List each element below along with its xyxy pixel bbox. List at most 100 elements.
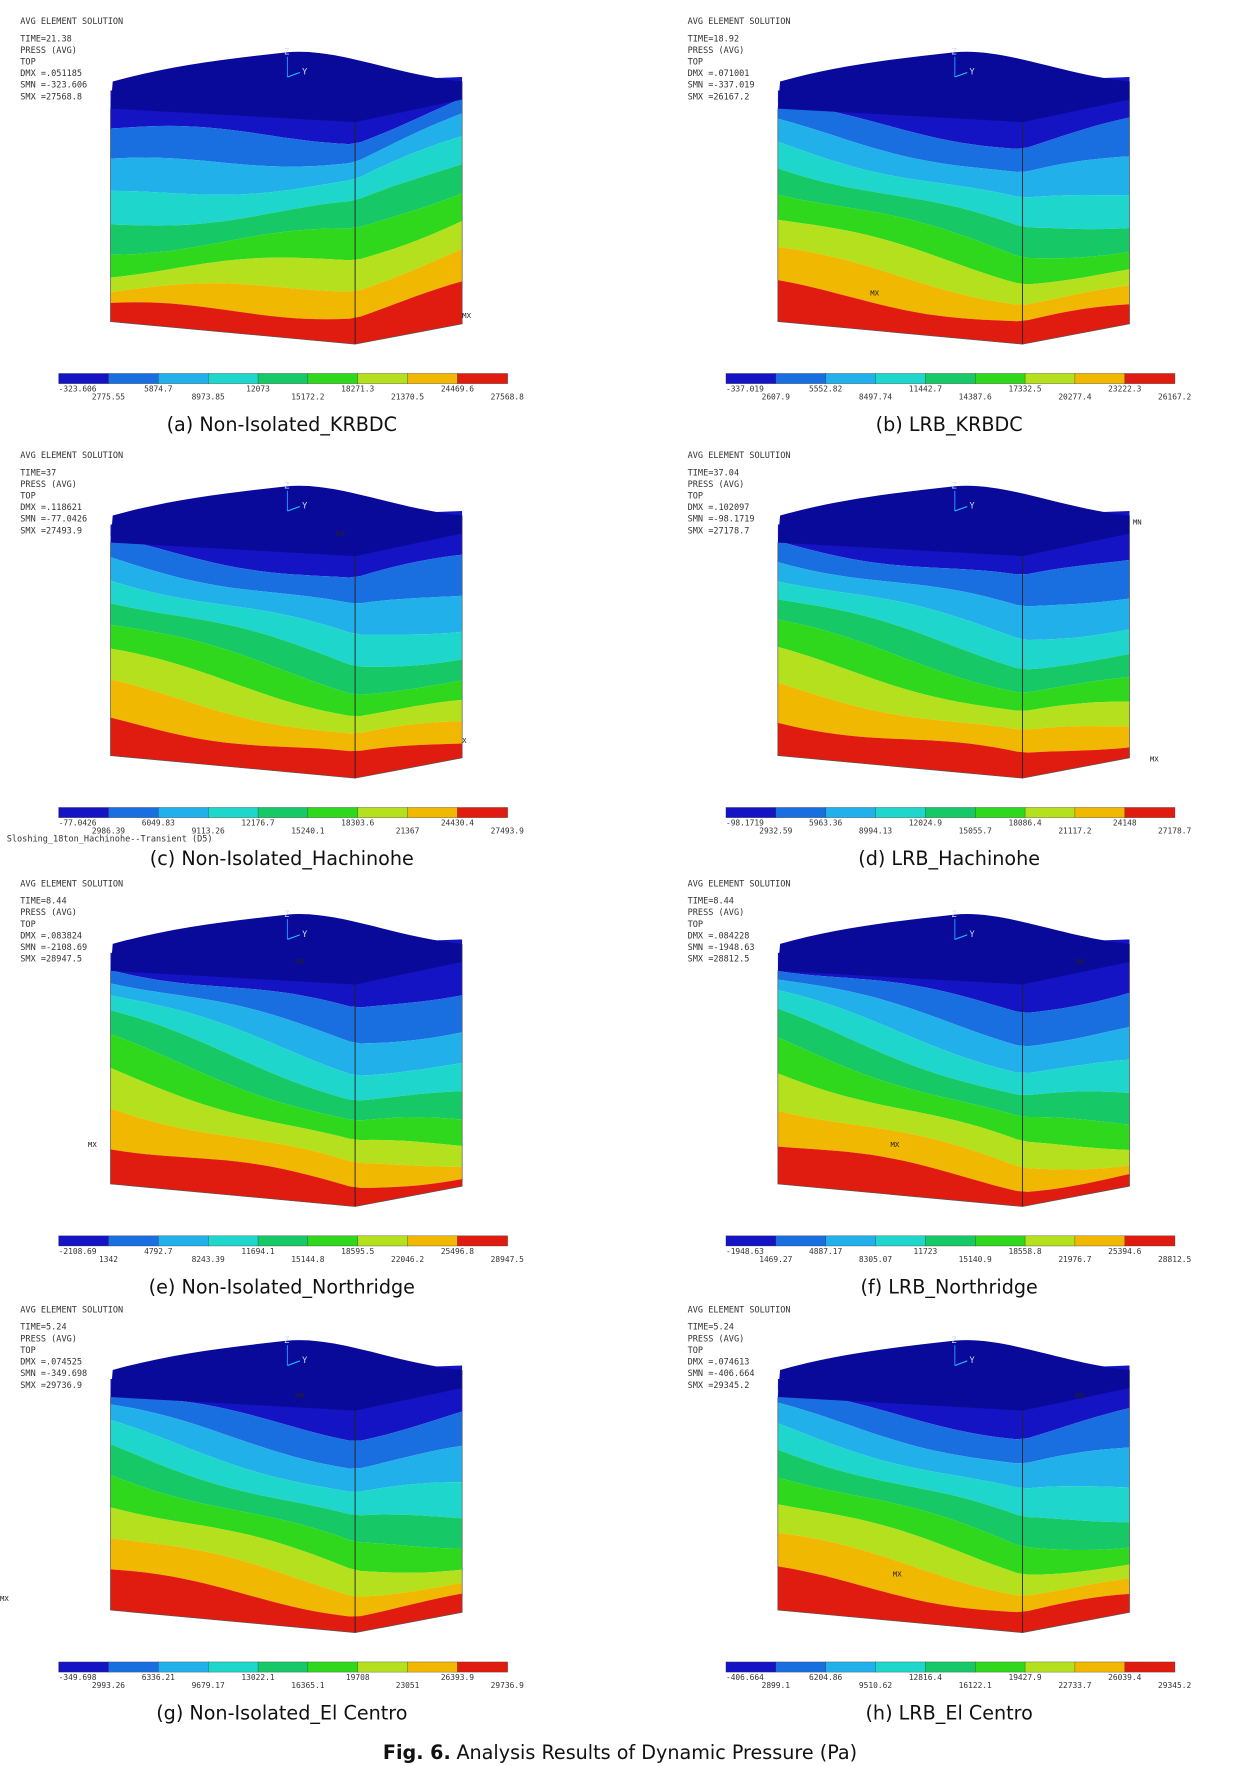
- pressure-band: [110, 1504, 463, 1597]
- colorbar-label: 12073: [246, 385, 270, 394]
- axis-label: Y: [969, 502, 974, 512]
- pressure-band: [110, 160, 463, 255]
- colorbar-cell: [825, 807, 877, 818]
- colorbar-label: 1342: [99, 1255, 118, 1264]
- colorbar-label: 16365.1: [291, 1681, 324, 1690]
- colorbar-cell: [1024, 1661, 1076, 1673]
- pressure-band: [110, 981, 463, 1076]
- colorbar-cell: [208, 1235, 259, 1247]
- colorbar-cell: [407, 807, 458, 818]
- pressure-band: [777, 245, 1130, 322]
- pressure-band: [110, 967, 463, 1044]
- block-outline: [777, 515, 1130, 779]
- solution-header: DMX =.118621: [20, 503, 82, 513]
- pressure-band: [777, 165, 1130, 259]
- panel: AVG ELEMENT SOLUTION TIME=37.04 PRESS (AVG…: [688, 451, 1192, 870]
- free-surface: [777, 914, 1130, 985]
- pressure-band: [110, 1471, 463, 1573]
- colorbar-label: 12176.7: [241, 819, 274, 828]
- axis-label: Y: [302, 930, 307, 940]
- extreme-marker: X: [462, 736, 467, 745]
- free-surface: [777, 51, 1130, 123]
- solution-header: PRESS (AVG): [688, 480, 745, 490]
- colorbar-cell: [108, 1235, 159, 1247]
- colorbar-cell: [208, 807, 259, 818]
- colorbar-cell: [825, 1661, 877, 1673]
- colorbar-cell: [1024, 1235, 1076, 1247]
- colorbar-cell: [58, 373, 109, 384]
- colorbar-cell: [875, 1661, 926, 1673]
- colorbar-cell: [357, 1235, 409, 1247]
- colorbar-label: -98.1719: [726, 819, 764, 828]
- colorbar-cell: [1074, 1235, 1126, 1247]
- pressure-band: [110, 1030, 463, 1148]
- extreme-marker: MX: [1150, 754, 1159, 763]
- colorbar-cell: [457, 1661, 508, 1673]
- colorbar-label: 12024.9: [909, 819, 942, 828]
- pressure-band: [110, 1440, 463, 1549]
- pressure-band: [110, 554, 463, 635]
- colorbar-label: 8243.39: [192, 1255, 225, 1264]
- colorbar-label: 18558.8: [1008, 1247, 1041, 1256]
- axis-label: Y: [302, 1356, 307, 1366]
- colorbar-cell: [58, 807, 109, 818]
- colorbar-label: 15140.9: [959, 1255, 992, 1264]
- solution-header: PRESS (AVG): [20, 908, 77, 918]
- figure-caption-text: Analysis Results of Dynamic Pressure (Pa…: [456, 1741, 857, 1764]
- pressure-band: [777, 278, 1130, 345]
- colorbar-cell: [1124, 1661, 1176, 1673]
- colorbar-cell: [1074, 373, 1126, 384]
- solution-header: DMX =.074525: [20, 1358, 82, 1368]
- panel: AVG ELEMENT SOLUTION TIME=37 PRESS (AVG)TO…: [7, 451, 524, 870]
- colorbar-label: 25496.8: [441, 1247, 474, 1256]
- pressure-band: [777, 559, 1130, 640]
- colorbar-cell: [975, 373, 1026, 384]
- colorbar-cell: [307, 373, 359, 384]
- pressure-band: [110, 1403, 463, 1492]
- axis-label: Y: [969, 930, 974, 940]
- colorbar-label: 8305.07: [859, 1255, 892, 1264]
- colorbar-cell: [307, 1661, 359, 1673]
- colorbar-label: 26393.9: [441, 1673, 474, 1682]
- solution-header: SMX =27178.7: [688, 526, 750, 536]
- free-surface: [110, 485, 463, 557]
- pressure-band: [777, 218, 1130, 305]
- colorbar-label: 12816.4: [909, 1673, 942, 1682]
- colorbar-label: -77.0426: [59, 819, 97, 828]
- solution-header: AVG ELEMENT SOLUTION: [688, 451, 791, 461]
- colorbar-label: 24430.4: [441, 819, 474, 828]
- pressure-bands: [777, 511, 1130, 779]
- colorbar-cell: [1124, 373, 1176, 384]
- colorbar-cell: [775, 1235, 827, 1247]
- colorbar-cell: [1124, 1235, 1176, 1247]
- colorbar-label: 8994.13: [859, 826, 892, 835]
- colorbar-label: 11723: [914, 1247, 938, 1256]
- pressure-band: [777, 192, 1130, 285]
- colorbar-cell: [58, 1235, 109, 1247]
- colorbar-label: 6204.86: [809, 1673, 842, 1682]
- solution-header: SMN =-337.019: [688, 81, 755, 91]
- panel-caption: (g) Non-Isolated_El Centro: [156, 1701, 407, 1724]
- solution-header: SMX =28812.5: [688, 955, 750, 965]
- free-surface: [110, 914, 463, 985]
- pressure-band: [777, 1069, 1130, 1170]
- pressure-band: [110, 1417, 463, 1520]
- pressure-band: [110, 132, 463, 226]
- panel-caption: (b) LRB_KRBDC: [876, 413, 1023, 436]
- axis-label: Y: [302, 502, 307, 512]
- pressure-band: [110, 715, 463, 779]
- colorbar-label: -2108.69: [59, 1247, 97, 1256]
- colorbar-label: -349.698: [59, 1673, 97, 1682]
- colorbar-label: 15172.2: [291, 392, 324, 401]
- axis-y: [954, 71, 968, 78]
- colorbar-cell: [1024, 807, 1076, 818]
- solution-header: SMN =-323.606: [20, 81, 87, 91]
- colorbar-label: 21976.7: [1058, 1255, 1091, 1264]
- pressure-band: [110, 1536, 463, 1617]
- colorbar-label: 26167.2: [1158, 392, 1191, 401]
- colorbar-cell: [875, 1235, 926, 1247]
- axis-label: Z: [284, 1336, 289, 1346]
- pressure-band: [777, 579, 1130, 670]
